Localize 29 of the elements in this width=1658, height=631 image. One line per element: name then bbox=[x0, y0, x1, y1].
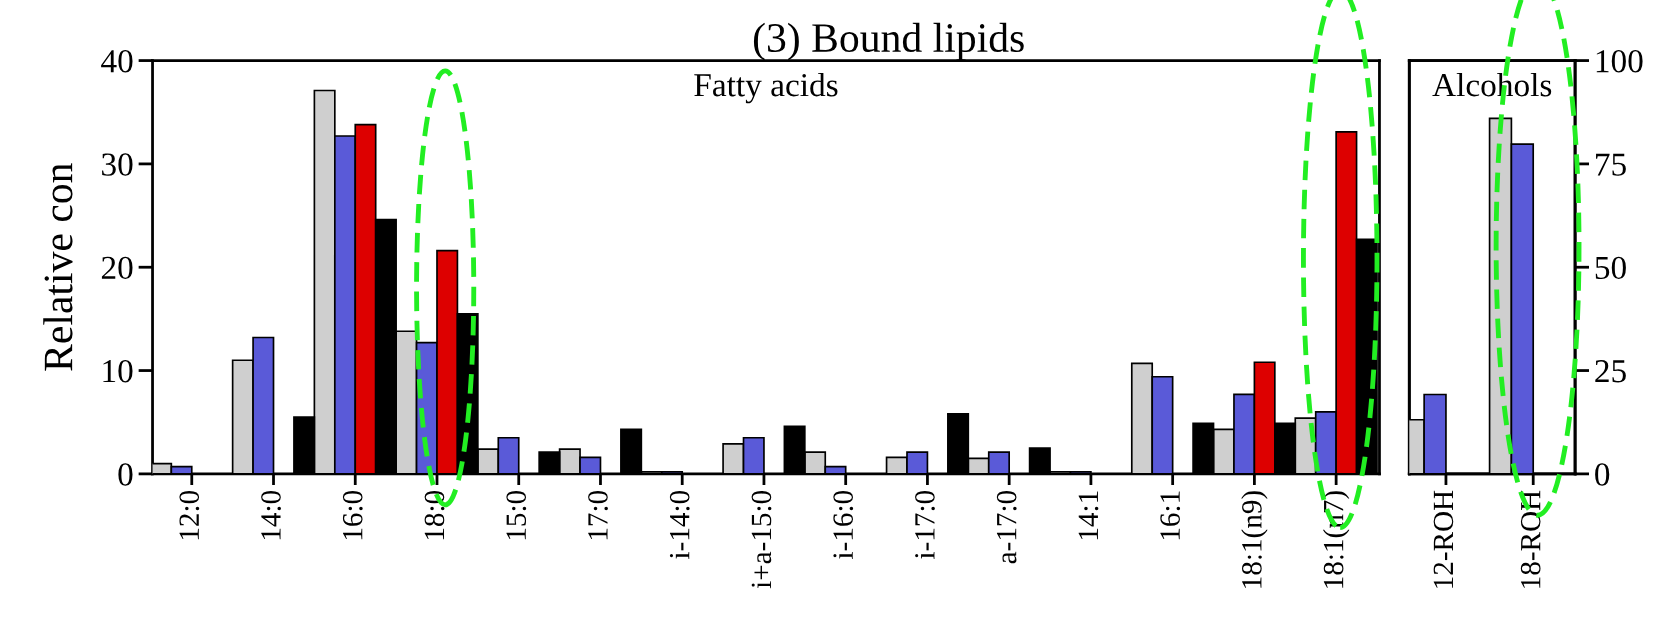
y-tick-label: 40 bbox=[101, 49, 133, 73]
y2-tick-label: 100 bbox=[1596, 49, 1643, 73]
x-tick-label: 16:0 bbox=[342, 490, 363, 540]
y-axis-title: Relative con bbox=[43, 163, 73, 371]
y-tick-label: 10 bbox=[103, 359, 133, 383]
x-tick-label: 17:0 bbox=[588, 490, 608, 540]
x-tick-label: a-17:0 bbox=[996, 490, 1017, 564]
x-tick-label: 14:1 bbox=[1078, 491, 1099, 540]
y2-tick-label: 25 bbox=[1595, 360, 1626, 383]
x-tick-label: 18:0 bbox=[424, 490, 445, 540]
annotation: Fatty acids bbox=[694, 72, 838, 104]
x-tick-label: i-16:0 bbox=[833, 490, 854, 559]
x-tick-label: 18:1(n9) bbox=[1241, 491, 1268, 588]
x-tick-label: 12:0 bbox=[179, 490, 200, 540]
y2-tick-label: 50 bbox=[1595, 256, 1626, 280]
x-tick-label: i-17:0 bbox=[915, 490, 935, 559]
annotation: Alcohols bbox=[1432, 72, 1552, 97]
x-tick-label: 14:0 bbox=[261, 490, 281, 540]
x-tick-label: 12-ROH bbox=[1433, 490, 1454, 588]
x-tick-label: 15:0 bbox=[506, 490, 527, 540]
y-tick-label: 30 bbox=[102, 153, 133, 176]
chart-title: (3) Bound lipids bbox=[753, 22, 1024, 61]
x-tick-label: i-14:0 bbox=[669, 490, 690, 559]
y-tick-label: 0 bbox=[118, 463, 133, 486]
x-tick-label: i+a-15:0 bbox=[751, 490, 772, 589]
y2-tick-label: 75 bbox=[1596, 153, 1626, 176]
y2-tick-label: 0 bbox=[1595, 463, 1610, 486]
x-tick-label: 16:1 bbox=[1160, 491, 1181, 540]
y-tick-label: 20 bbox=[101, 256, 133, 280]
